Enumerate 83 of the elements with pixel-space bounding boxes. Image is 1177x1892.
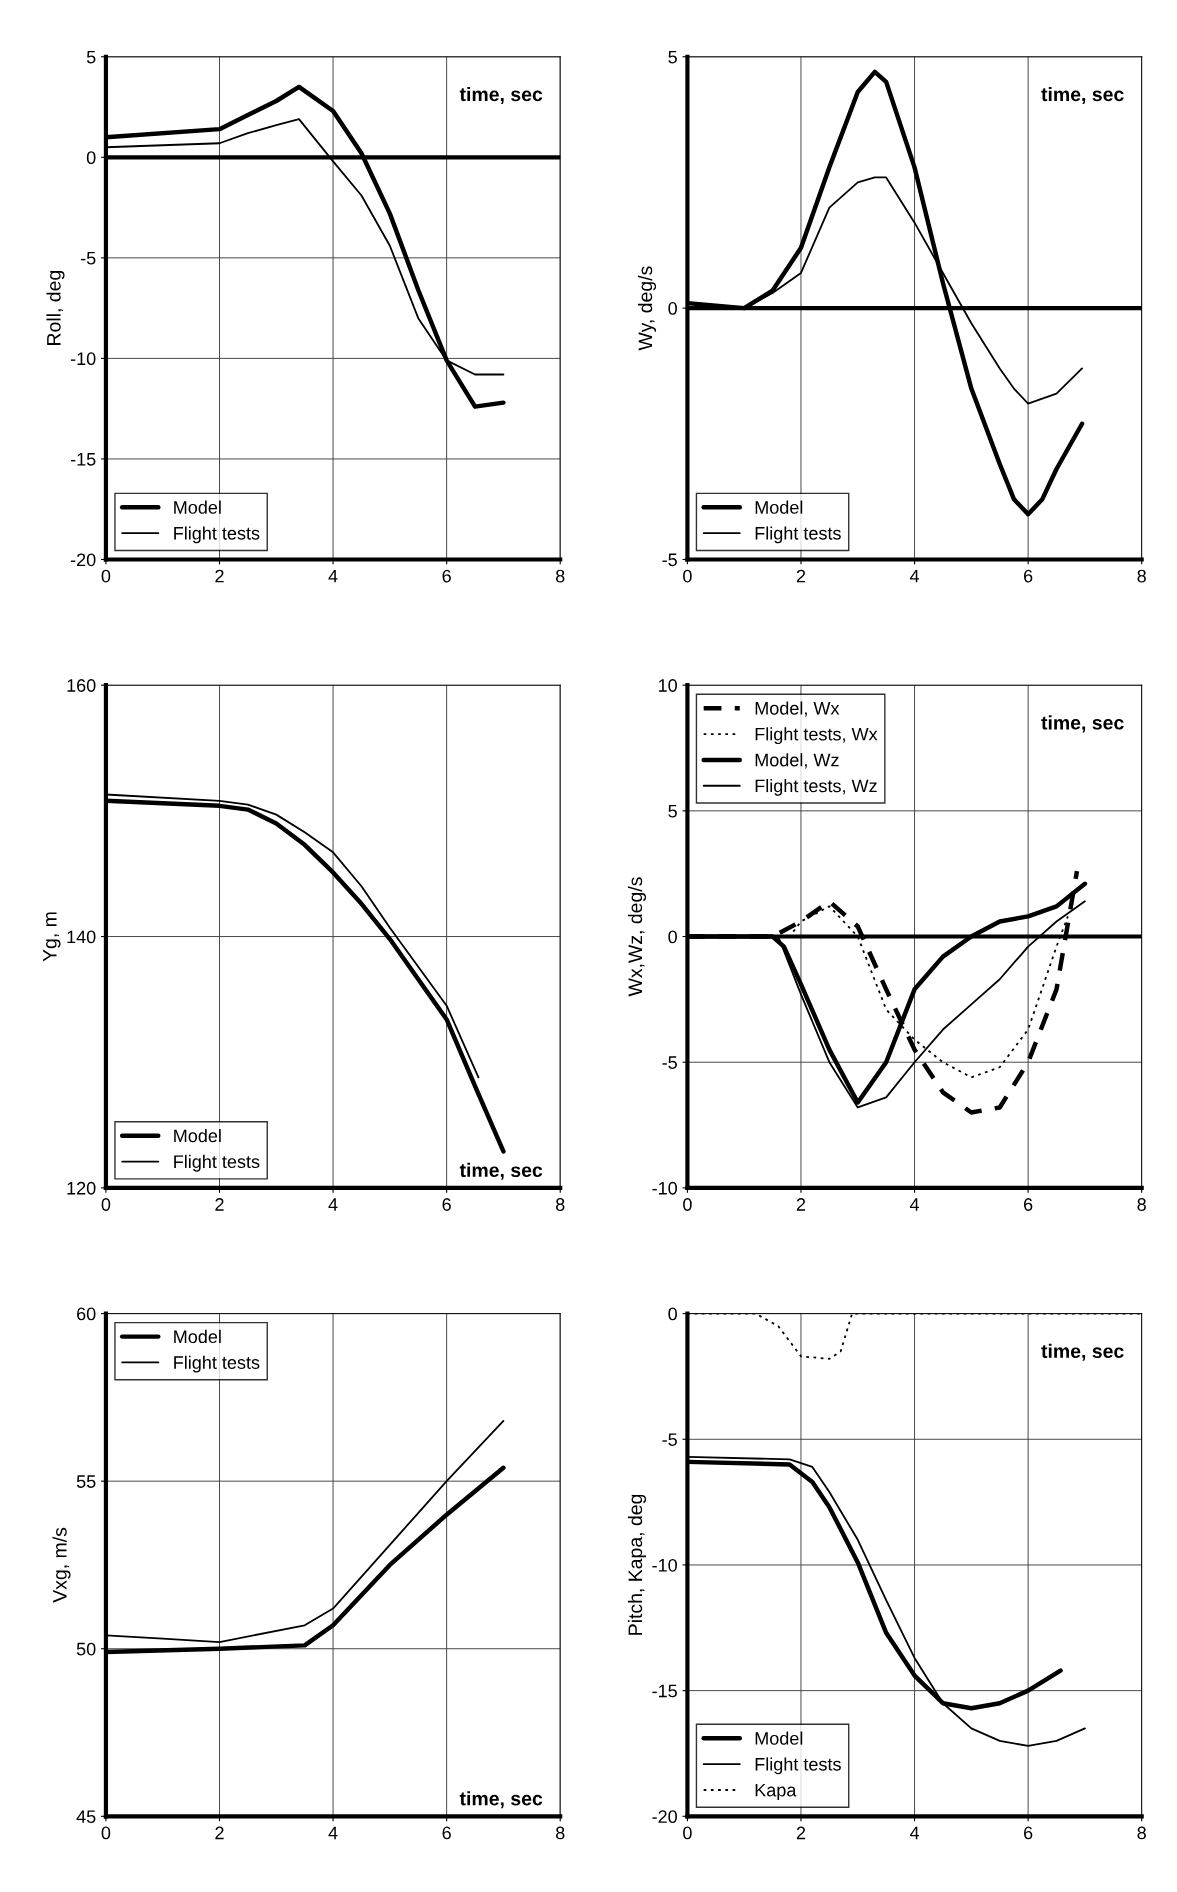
y-tick-label: 0 [668,302,677,315]
x-tick-label: 4 [909,1826,920,1840]
x-tick-label: 8 [1137,1198,1146,1211]
x-tick-label: 0 [101,569,111,583]
legend-label: Model [174,1329,221,1344]
x-tick-label: 4 [909,569,920,583]
y-axis-title: Vxg, m/s [52,1527,71,1603]
x-tick-label: 4 [328,1826,338,1840]
legend-label: Model [174,1128,221,1143]
y-axis-title: Pitch, Kapa, deg [627,1494,647,1635]
x-tick-label: 2 [215,569,224,583]
x-tick-label: 4 [328,1198,338,1211]
x-tick-label: 4 [909,1198,920,1211]
y-tick-label: 50 [76,1642,96,1656]
y-tick-label: 10 [658,679,677,692]
y-tick-label: 55 [76,1475,96,1488]
x-tick-label: 2 [796,569,806,583]
x-tick-label: 6 [442,1826,451,1840]
y-tick-label: 140 [67,930,96,944]
y-axis-title: Yg, m [43,912,61,962]
x-tick-label: 2 [215,1826,224,1840]
x-tick-label: 0 [683,1198,692,1211]
y-tick-label: -5 [662,553,677,567]
x-tick-label: 2 [796,1826,806,1840]
x-axis-title: time, sec [459,1162,543,1180]
y-tick-label: 0 [668,1307,677,1321]
y-tick-label: 5 [668,50,677,64]
x-tick-label: 6 [1024,1198,1033,1211]
legend-label: Model [174,500,221,514]
x-tick-label: 8 [555,569,565,583]
legend-label: Flight tests [174,1154,260,1172]
y-tick-label: -5 [80,251,96,265]
y-tick-label: 120 [67,1181,96,1195]
legend-label: Model, Wx [755,701,840,717]
x-tick-label: 0 [101,1826,111,1840]
y-tick-label: -10 [70,352,96,366]
y-tick-label: -15 [652,1684,677,1698]
y-tick-label: 60 [77,1307,96,1321]
x-tick-label: 2 [215,1198,224,1211]
y-tick-label: -20 [70,553,96,567]
legend-label: Flight tests [174,1355,260,1373]
x-tick-label: 6 [1024,1826,1033,1840]
x-axis-title: time, sec [459,86,543,105]
x-tick-label: 0 [683,1826,692,1840]
y-axis-title: Wy, deg/s [637,266,657,351]
y-tick-label: -20 [652,1810,677,1824]
x-axis-title: time, sec [1041,715,1124,733]
y-tick-label: 5 [86,50,96,64]
y-axis-title: Roll, deg [46,271,65,345]
y-tick-label: -10 [652,1558,677,1572]
x-tick-label: 6 [442,569,451,583]
legend-label: Model [755,1731,803,1745]
x-axis-title: time, sec [1041,86,1124,105]
y-tick-label: 0 [668,930,677,944]
x-tick-label: 4 [328,569,338,583]
x-tick-label: 8 [555,1826,565,1840]
y-tick-label: 0 [86,151,96,165]
legend-label: Flight tests, Wz [755,779,877,796]
legend-label: Flight tests [755,526,841,544]
x-tick-label: 0 [683,569,692,583]
x-axis-title: time, sec [1041,1343,1124,1361]
legend-label: Flight tests, Wx [755,727,878,745]
x-tick-label: 0 [101,1198,111,1211]
legend-label: Flight tests [174,526,260,544]
y-tick-label: 160 [67,679,96,692]
x-tick-label: 8 [1137,569,1146,583]
x-tick-label: 8 [555,1198,565,1211]
x-tick-label: 6 [442,1198,451,1211]
y-tick-label: -5 [662,1056,677,1069]
legend-label: Model [755,500,803,514]
y-axis-title: Wx,Wz, deg/s [627,877,647,997]
legend-label: Model, Wz [755,753,839,769]
y-tick-label: 5 [668,804,677,818]
y-tick-label: -5 [662,1433,677,1446]
x-tick-label: 2 [796,1198,806,1211]
legend-label: Kapa [755,1783,797,1801]
legend-label: Flight tests [755,1757,841,1775]
y-tick-label: -15 [70,453,96,466]
y-tick-label: -10 [652,1181,677,1195]
x-tick-label: 8 [1137,1826,1146,1840]
x-axis-title: time, sec [459,1791,543,1809]
y-tick-label: 45 [76,1810,96,1824]
x-tick-label: 6 [1024,569,1033,583]
